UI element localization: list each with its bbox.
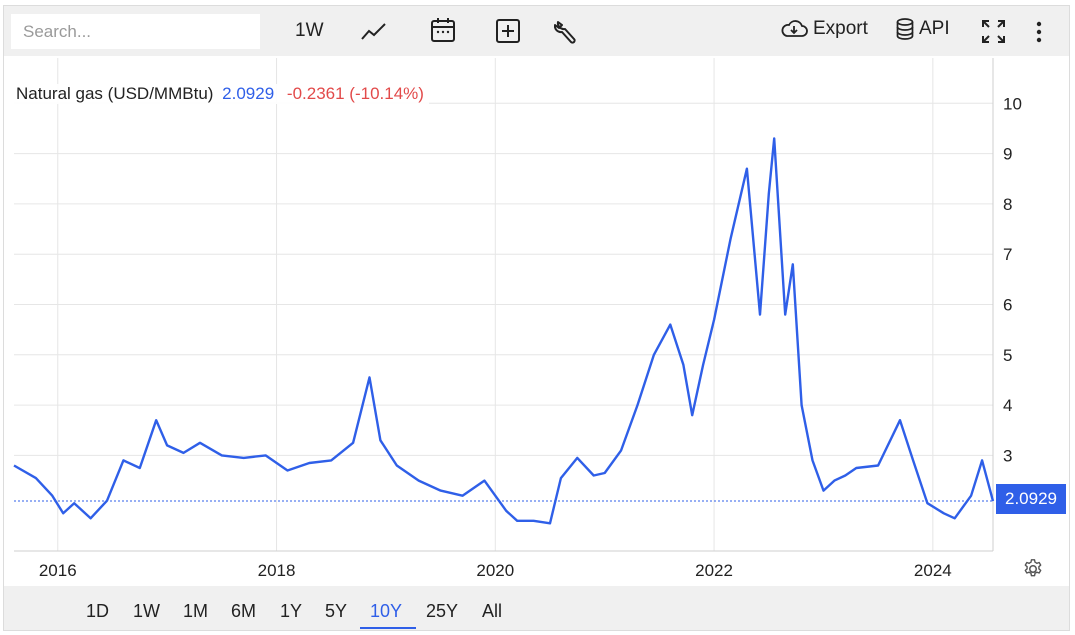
y-tick-label: 9 (1003, 145, 1012, 164)
chart-frame (3, 5, 1070, 631)
database-icon (896, 18, 914, 40)
y-tick-label: 8 (1003, 195, 1012, 214)
fullscreen-icon[interactable] (981, 19, 1006, 44)
x-tick-label: 2022 (695, 561, 733, 580)
search-input[interactable] (11, 14, 260, 49)
more-vertical-icon[interactable] (1034, 20, 1044, 44)
range-button-25y[interactable]: 25Y (426, 601, 459, 621)
legend-change: -0.2361 (-10.14%) (286, 84, 424, 103)
y-tick-label: 4 (1003, 396, 1012, 415)
x-tick-label: 2020 (476, 561, 514, 580)
range-button-5y[interactable]: 5Y (325, 601, 348, 621)
range-button-10y[interactable]: 10Y (370, 601, 403, 621)
chart-legend: Natural gas (USD/MMBtu) 2.0929 -0.2361 (… (11, 84, 429, 104)
export-label: Export (813, 18, 868, 39)
x-tick-label: 2016 (39, 561, 77, 580)
x-tick-label: 2024 (914, 561, 952, 580)
y-tick-label: 10 (1003, 94, 1022, 113)
range-button-6m[interactable]: 6M (231, 601, 257, 621)
legend-last-value: 2.0929 (222, 84, 275, 103)
last-price-tag: 2.0929 (996, 484, 1066, 514)
x-tick-label: 2018 (258, 561, 296, 580)
y-tick-label: 5 (1003, 346, 1012, 365)
export-button[interactable]: Export (780, 18, 868, 40)
interval-button[interactable]: 1W (295, 20, 324, 41)
range-button-1d[interactable]: 1D (86, 601, 110, 621)
active-range-underline (360, 627, 416, 629)
series-line-natural-gas (13, 137, 995, 525)
range-button-all[interactable]: All (482, 601, 503, 621)
settings-gear-icon[interactable] (1022, 558, 1044, 585)
api-label: API (919, 18, 950, 39)
cloud-download-icon (781, 20, 808, 37)
y-tick-label: 6 (1003, 296, 1012, 315)
y-tick-label: 7 (1003, 245, 1012, 264)
legend-series-name: Natural gas (USD/MMBtu) (16, 84, 214, 103)
range-button-1y[interactable]: 1Y (280, 601, 303, 621)
line-chart-icon[interactable] (361, 20, 387, 42)
y-tick-label: 3 (1003, 446, 1012, 465)
api-button[interactable]: API (896, 18, 950, 40)
calendar-icon[interactable] (430, 17, 456, 43)
range-selector-bar (4, 586, 1069, 630)
range-button-1m[interactable]: 1M (183, 601, 209, 621)
wrench-icon[interactable] (554, 19, 578, 45)
range-button-1w[interactable]: 1W (133, 601, 160, 621)
add-box-icon[interactable] (496, 19, 520, 43)
